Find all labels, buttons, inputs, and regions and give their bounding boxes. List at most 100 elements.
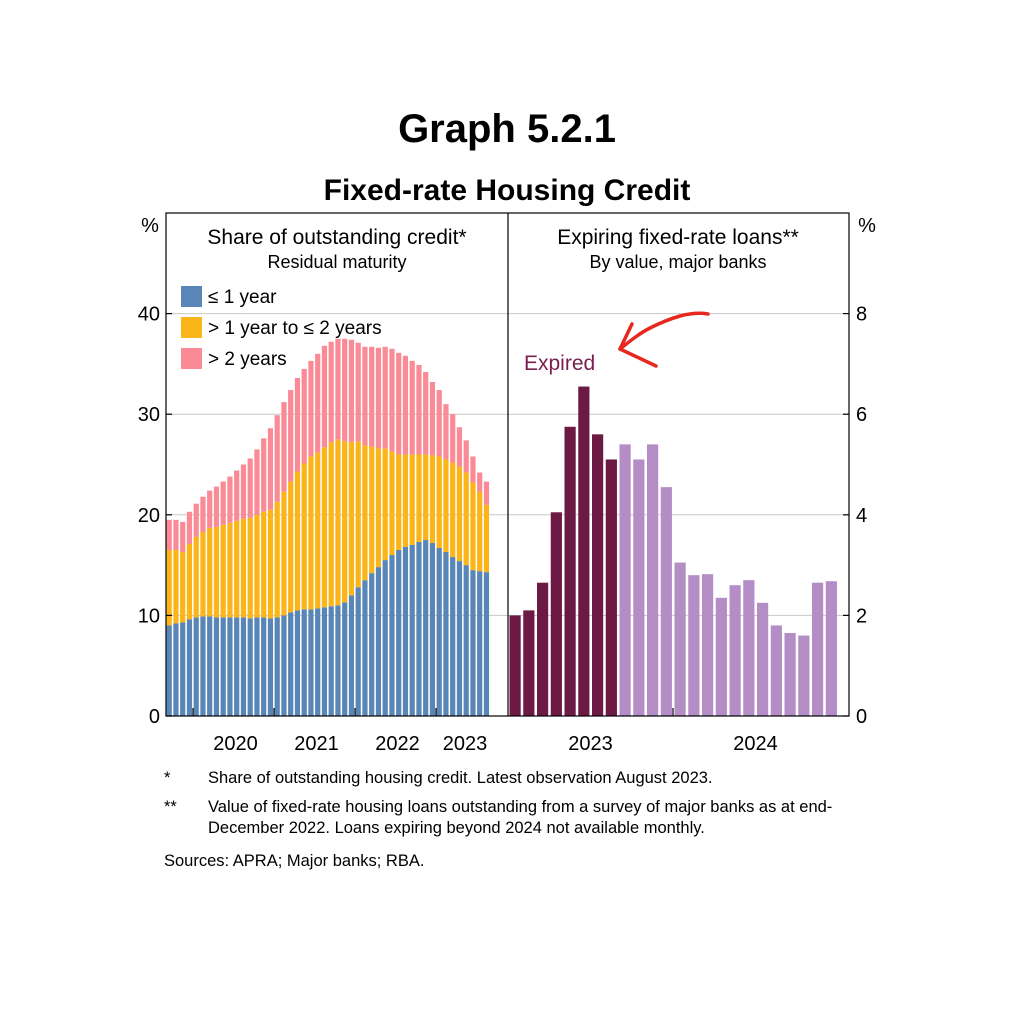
bar-expiring: [688, 575, 700, 716]
bar-gt2: [267, 428, 274, 510]
bar-le1: [423, 539, 429, 716]
bar-expired: [523, 610, 535, 716]
bar-1to2: [396, 454, 402, 551]
bar-gt2: [213, 486, 220, 527]
bar-1to2: [247, 517, 253, 619]
footnote-mark: *: [164, 769, 171, 787]
right-x-tick-label: 2023: [568, 733, 613, 755]
bar-gt2: [416, 364, 422, 455]
bar-1to2: [470, 482, 476, 571]
footnote-mark: **: [164, 798, 177, 816]
bar-gt2: [186, 511, 193, 544]
bar-expiring: [619, 444, 631, 716]
bar-gt2: [200, 496, 206, 532]
bar-expiring: [660, 487, 672, 716]
bar-expiring: [825, 581, 837, 716]
bar-1to2: [308, 456, 314, 610]
right-y-tick-label: 2: [856, 605, 867, 627]
bar-1to2: [301, 463, 307, 610]
bar-le1: [463, 565, 469, 716]
bar-gt2: [288, 390, 294, 482]
bar-gt2: [294, 377, 301, 472]
footnote-2: ** Value of fixed-rate housing loans out…: [164, 797, 864, 839]
bar-1to2: [348, 442, 355, 596]
bar-1to2: [234, 520, 240, 618]
bar-le1: [227, 617, 233, 716]
bar-gt2: [443, 404, 449, 460]
bar-gt2: [308, 360, 314, 457]
right-y-tick-label: 6: [856, 404, 867, 426]
bar-expiring: [674, 562, 686, 716]
bar-le1: [348, 595, 355, 716]
bar-1to2: [423, 454, 429, 540]
bar-gt2: [483, 481, 490, 505]
bar-le1: [389, 555, 395, 716]
bar-1to2: [429, 455, 436, 543]
bar-expired: [509, 615, 521, 716]
bar-le1: [213, 617, 220, 716]
bar-gt2: [261, 438, 267, 512]
bar-le1: [247, 618, 253, 716]
bar-le1: [288, 612, 294, 716]
bar-le1: [328, 606, 334, 716]
legend-label-gt2: > 2 years: [208, 349, 287, 370]
bar-1to2: [450, 462, 456, 558]
left-x-tick-label: 2021: [294, 733, 339, 755]
left-x-tick-label: 2022: [375, 733, 420, 755]
bar-gt2: [315, 353, 321, 453]
bar-le1: [436, 547, 442, 716]
bar-gt2: [207, 490, 213, 528]
bar-1to2: [436, 456, 442, 548]
bar-le1: [254, 617, 260, 716]
sources-line: Sources: APRA; Major banks; RBA.: [164, 852, 425, 870]
bar-gt2: [369, 346, 375, 447]
bar-gt2: [382, 346, 388, 449]
bar-1to2: [180, 552, 186, 623]
bar-1to2: [274, 501, 280, 618]
bar-1to2: [443, 459, 449, 553]
bar-le1: [186, 619, 193, 716]
bar-1to2: [213, 526, 220, 618]
bar-le1: [409, 544, 415, 716]
bar-expiring: [729, 585, 741, 716]
bar-gt2: [355, 342, 361, 442]
legend-swatch-1to2: [181, 317, 202, 338]
bar-1to2: [483, 504, 490, 573]
left-x-tick-label: 2023: [443, 733, 488, 755]
bar-le1: [402, 546, 409, 716]
left-axis-unit: %: [141, 215, 159, 237]
bar-le1: [166, 625, 172, 716]
bar-le1: [321, 607, 328, 716]
bar-expiring: [715, 597, 727, 716]
bar-le1: [355, 587, 361, 716]
left-panel-subtitle: Residual maturity: [267, 252, 406, 272]
right-panel-title: Expiring fixed-rate loans**: [557, 226, 799, 249]
bar-1to2: [220, 524, 226, 618]
bar-le1: [308, 609, 314, 716]
right-y-tick-label: 8: [856, 304, 867, 326]
bar-le1: [416, 541, 422, 716]
bar-1to2: [321, 447, 328, 608]
bar-expiring: [770, 625, 782, 716]
bar-gt2: [335, 338, 341, 440]
bar-le1: [173, 623, 179, 716]
bar-le1: [294, 610, 301, 716]
bar-1to2: [416, 454, 422, 542]
bar-gt2: [470, 456, 476, 483]
bar-gt2: [477, 472, 483, 492]
bar-1to2: [186, 543, 193, 620]
bar-1to2: [463, 472, 469, 566]
bar-1to2: [281, 491, 287, 616]
bar-gt2: [450, 414, 456, 463]
bar-1to2: [409, 454, 415, 545]
legend: ≤ 1 year > 1 year to ≤ 2 years > 2 years: [181, 286, 382, 370]
bar-gt2: [274, 415, 280, 502]
bar-gt2: [375, 347, 382, 449]
bar-expired: [578, 386, 590, 716]
bar-1to2: [342, 441, 348, 603]
bar-gt2: [402, 355, 409, 455]
bar-1to2: [402, 454, 409, 547]
bar-le1: [335, 605, 341, 716]
bar-1to2: [335, 439, 341, 606]
